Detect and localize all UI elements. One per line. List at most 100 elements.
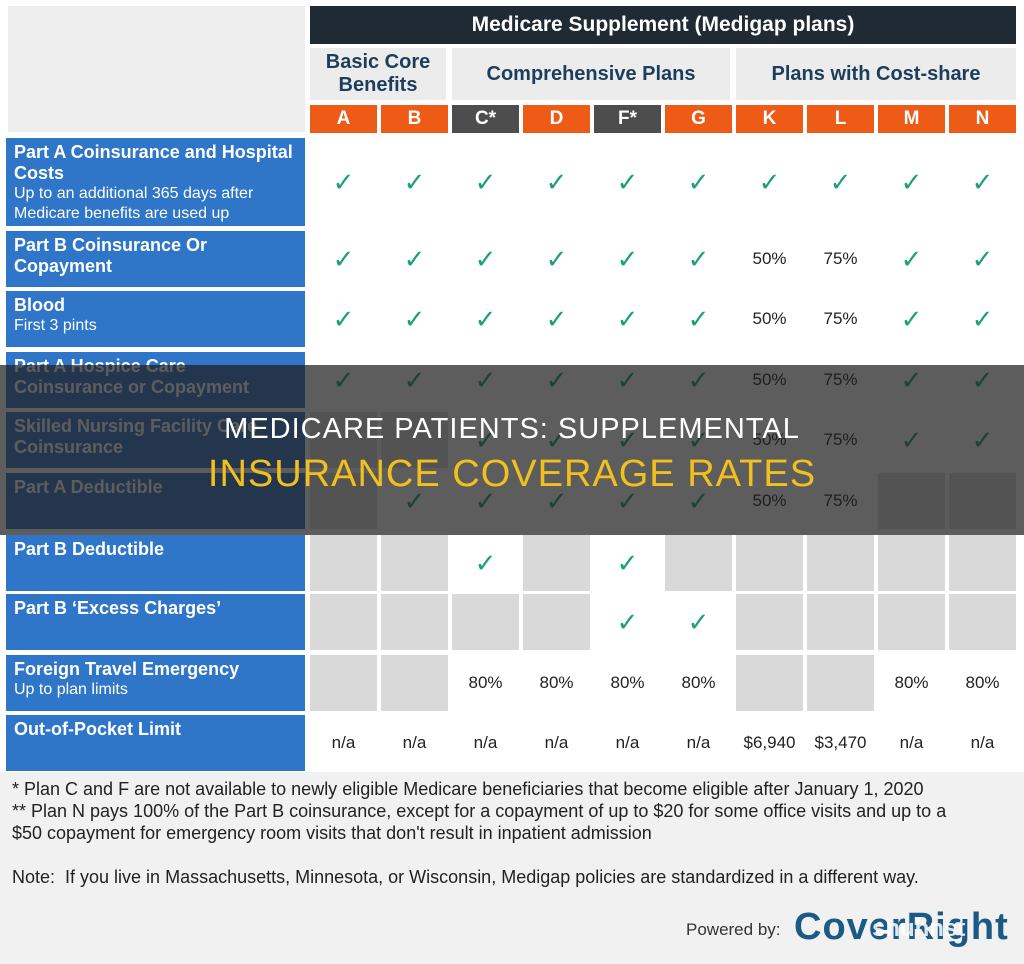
- check-icon: ✓: [900, 304, 923, 334]
- coverage-cell: [523, 535, 590, 591]
- row-title: Blood: [14, 295, 65, 315]
- overlay-line-2: INSURANCE COVERAGE RATES: [207, 453, 817, 495]
- coverage-cell: [310, 655, 377, 711]
- row-subtitle: Up to an additional 365 days after Medic…: [14, 185, 254, 222]
- coverage-cell: n/a: [594, 715, 661, 771]
- row-title: Out-of-Pocket Limit: [14, 719, 181, 739]
- coverage-value: $3,470: [814, 733, 867, 752]
- coverage-cell: ✓: [949, 138, 1016, 226]
- note-states: Note: If you live in Massachusetts, Minn…: [12, 867, 919, 887]
- coverage-cell: ✓: [452, 535, 519, 591]
- row-label: Part A Coinsurance and Hospital Costs Up …: [6, 138, 305, 226]
- coverage-value: 75%: [823, 249, 858, 268]
- coverage-cell: ✓: [878, 231, 945, 287]
- coverage-cell: [807, 535, 874, 591]
- check-icon: ✓: [474, 304, 497, 334]
- coverage-cell: ✓: [665, 291, 732, 347]
- coverage-value: 80%: [610, 673, 645, 692]
- coverage-cell: 75%: [807, 231, 874, 287]
- coverage-cell: ✓: [594, 231, 661, 287]
- check-icon: ✓: [900, 167, 923, 197]
- plan-header-l: L: [807, 105, 874, 133]
- coverage-cell: ✓: [452, 231, 519, 287]
- coverage-value: $6,940: [743, 733, 796, 752]
- coverage-cell: [381, 535, 448, 591]
- coverage-cell: [878, 535, 945, 591]
- plan-header-m: M: [878, 105, 945, 133]
- check-icon: ✓: [403, 304, 426, 334]
- coverage-cell: ✓: [523, 291, 590, 347]
- coverage-cell: n/a: [523, 715, 590, 771]
- coverage-cell: ✓: [452, 291, 519, 347]
- check-icon: ✓: [616, 607, 639, 637]
- coverage-value: 80%: [894, 673, 929, 692]
- check-icon: ✓: [332, 167, 355, 197]
- coverage-cell: n/a: [310, 715, 377, 771]
- coverage-value: 80%: [681, 673, 716, 692]
- coverage-cell: [736, 535, 803, 591]
- coverage-cell: ✓: [807, 138, 874, 226]
- check-icon: ✓: [403, 244, 426, 274]
- plan-header-c: C*: [452, 105, 519, 133]
- plan-header-f: F*: [594, 105, 661, 133]
- overlay-line-1: MEDICARE PATIENTS: SUPPLEMENTAL: [224, 413, 800, 445]
- check-icon: ✓: [687, 244, 710, 274]
- check-icon: ✓: [616, 304, 639, 334]
- coverage-cell: ✓: [878, 138, 945, 226]
- coverage-cell: [665, 535, 732, 591]
- coverage-cell: ✓: [665, 231, 732, 287]
- coverage-cell: ✓: [381, 231, 448, 287]
- coverage-cell: n/a: [452, 715, 519, 771]
- check-icon: ✓: [332, 244, 355, 274]
- coverage-cell: [310, 535, 377, 591]
- coverage-value: n/a: [970, 733, 995, 752]
- coverage-cell: 80%: [452, 655, 519, 711]
- row-title: Part A Coinsurance and Hospital Costs: [14, 142, 293, 183]
- coverage-cell: n/a: [665, 715, 732, 771]
- coverage-cell: 80%: [594, 655, 661, 711]
- brand-logo: CoverRight: [794, 906, 1009, 948]
- table-title: Medicare Supplement (Medigap plans): [310, 6, 1016, 44]
- coverage-cell: ✓: [594, 535, 661, 591]
- coverage-cell: ✓: [594, 138, 661, 226]
- coverage-cell: [381, 594, 448, 650]
- row-title: Part B Deductible: [14, 539, 165, 559]
- powered-by-label: Powered by:: [686, 920, 781, 939]
- check-icon: ✓: [545, 167, 568, 197]
- coverage-cell: ✓: [381, 291, 448, 347]
- check-icon: ✓: [971, 304, 994, 334]
- coverage-cell: ✓: [949, 231, 1016, 287]
- row-title: Part B ‘Excess Charges’: [14, 598, 222, 618]
- table-corner: [8, 6, 305, 132]
- coverage-cell: ✓: [949, 291, 1016, 347]
- check-icon: ✓: [971, 244, 994, 274]
- check-icon: ✓: [474, 167, 497, 197]
- check-icon: ✓: [332, 304, 355, 334]
- plan-header-k: K: [736, 105, 803, 133]
- check-icon: ✓: [474, 548, 497, 578]
- watermark: shuhnst: [872, 915, 966, 942]
- coverage-cell: ✓: [594, 594, 661, 650]
- coverage-cell: $6,940: [736, 715, 803, 771]
- title-overlay: MEDICARE PATIENTS: SUPPLEMENTAL INSURANC…: [0, 365, 1024, 535]
- row-title: Foreign Travel Emergency: [14, 659, 240, 679]
- row-label: Part B ‘Excess Charges’: [6, 594, 305, 650]
- row-label: Foreign Travel Emergency Up to plan limit…: [6, 655, 305, 711]
- row-title: Part B Coinsurance Or Copayment: [14, 235, 208, 276]
- coverage-cell: ✓: [878, 291, 945, 347]
- check-icon: ✓: [403, 167, 426, 197]
- coverage-value: n/a: [615, 733, 640, 752]
- coverage-cell: ✓: [310, 138, 377, 226]
- coverage-value: n/a: [402, 733, 427, 752]
- coverage-value: n/a: [899, 733, 924, 752]
- check-icon: ✓: [474, 244, 497, 274]
- coverage-cell: 80%: [665, 655, 732, 711]
- footnote-plan-n: ** Plan N pays 100% of the Part B coinsu…: [12, 801, 947, 821]
- coverage-cell: [381, 655, 448, 711]
- coverage-cell: 80%: [949, 655, 1016, 711]
- group-comprehensive: Comprehensive Plans: [452, 48, 730, 100]
- footnote-plan-c-f: * Plan C and F are not available to newl…: [12, 779, 924, 799]
- coverage-cell: [736, 594, 803, 650]
- coverage-cell: [807, 655, 874, 711]
